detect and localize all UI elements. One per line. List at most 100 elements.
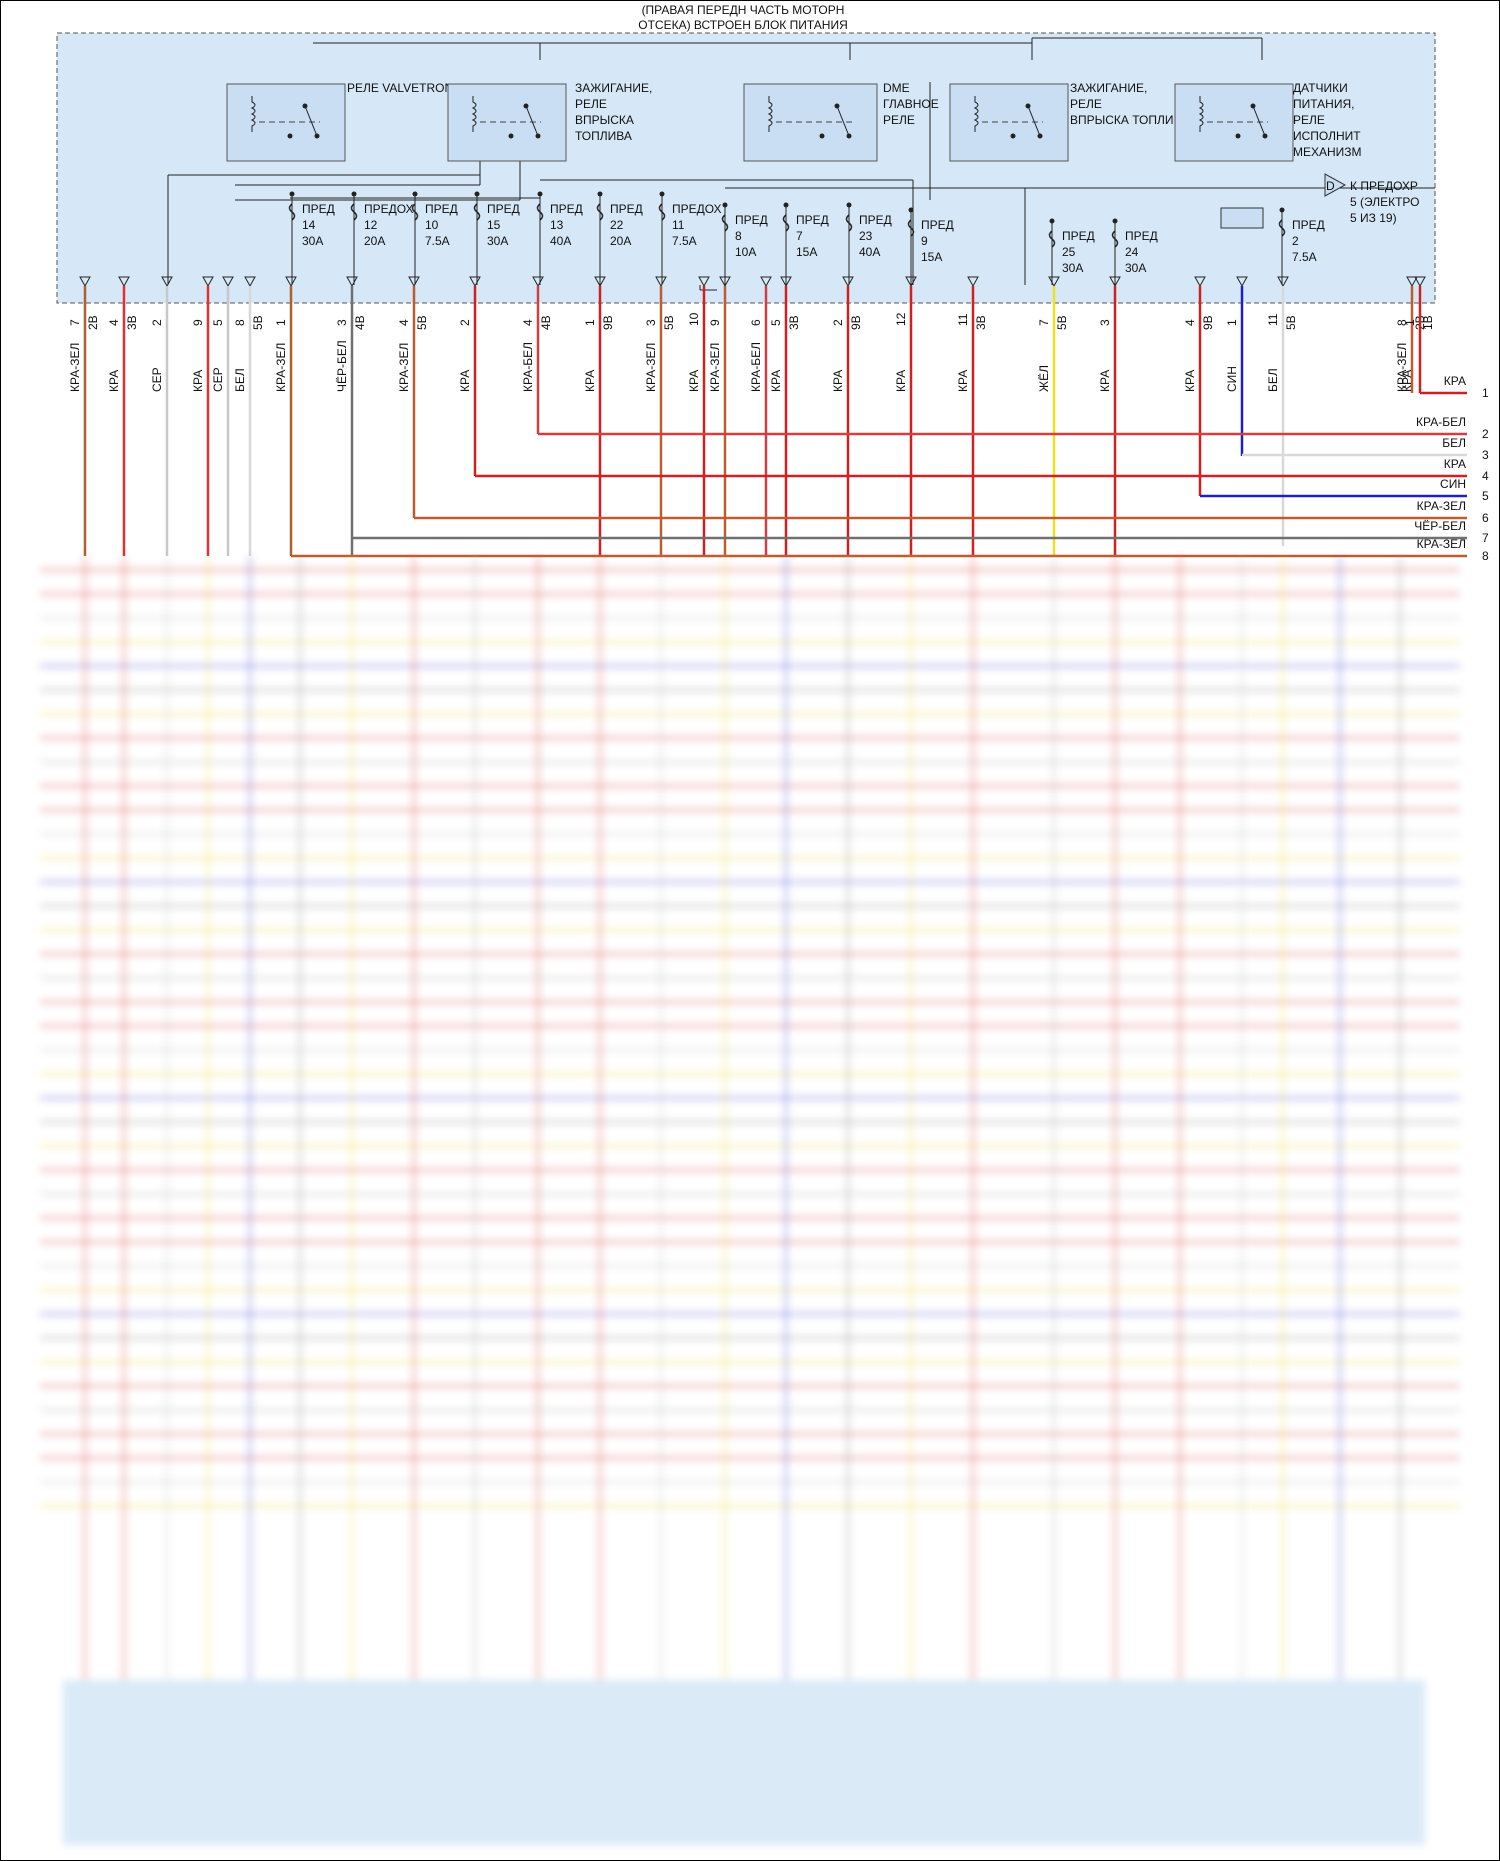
output-5: СИН 5 — [1200, 477, 1489, 503]
fuse-label: 24 — [1125, 245, 1139, 259]
fuse-6: ПРЕД 22 20А — [596, 191, 643, 285]
relay-node — [1025, 103, 1031, 109]
pin-connector: 3В — [974, 315, 988, 330]
wire-color-label: КРА — [107, 370, 121, 392]
relay-box — [949, 83, 1069, 162]
pin-connector-icon — [79, 276, 91, 288]
wire-color-label: КРА — [1183, 370, 1197, 392]
fuse-label: 22 — [610, 218, 624, 232]
wire-color-label: КРА-ЗЕЛ — [644, 343, 658, 392]
fuse-icon — [782, 214, 790, 232]
fuse-label: ПРЕД — [1292, 218, 1325, 232]
fuse-label: ПРЕД — [610, 202, 643, 216]
header-line-2: ОТСЕКА) ВСТРОЕН БЛОК ПИТАНИЯ — [638, 18, 848, 32]
output-2: КРА-БЕЛ 2 — [538, 415, 1489, 441]
pin-connector: 5В — [1055, 315, 1069, 330]
wire-color-label: КРА — [458, 370, 472, 392]
pin-number: 3 — [644, 319, 658, 326]
pin-6: 8 5В БЕЛ — [233, 276, 265, 556]
fuse-4: ПРЕД 15 30А — [473, 191, 520, 285]
output-wire-label: КРА — [1444, 374, 1466, 388]
wire-color-label: КРА-ЗЕЛ — [68, 343, 82, 392]
relay-label: ИСПОЛНИТ — [1293, 129, 1361, 143]
wire-color-label: КРА-ЗЕЛ — [274, 343, 288, 392]
pin-12: 1 9В КРА — [583, 276, 615, 556]
fuse-label: 14 — [302, 218, 316, 232]
pin-connector-icon — [967, 276, 979, 288]
fuse-label: 13 — [550, 218, 564, 232]
fuse-icon — [596, 203, 604, 221]
pin-number: 4 — [521, 319, 535, 326]
relay-node — [302, 103, 308, 109]
pin-connector: 5В — [415, 315, 429, 330]
relay-label: ЗАЖИГАНИЕ, — [575, 81, 652, 95]
pin-number: 5 — [769, 319, 783, 326]
pin-17: 5 3В КРА — [769, 276, 801, 556]
wire-color-label: КРА-ЗЕЛ — [397, 343, 411, 392]
fuse-label: 8 — [735, 229, 742, 243]
pin-20: 11 3В КРА — [956, 276, 988, 556]
fuse-icon — [1278, 219, 1286, 237]
fuse-node — [412, 191, 418, 197]
right-outputs: КРА 1 КРА-БЕЛ 2 БЕЛ 3 КРА 4 СИН 5 КРА-ЗЕЛ 6 ЧЁР-БЕЛ 7… — [291, 374, 1489, 563]
fuse-label: 10А — [735, 245, 756, 259]
fuse-label: 25 — [1062, 245, 1076, 259]
fuse-icon — [907, 219, 915, 237]
fuse-node — [537, 191, 543, 197]
fuse-10: ПРЕД 23 40А — [845, 202, 892, 285]
output-number: 5 — [1482, 489, 1489, 503]
fuse-label: 30А — [487, 234, 508, 248]
pin-connector-icon — [1236, 276, 1248, 288]
fuse-label: 23 — [859, 229, 873, 243]
fuse-label: ПРЕД — [302, 202, 335, 216]
relay-node — [1235, 133, 1241, 139]
relay-node — [508, 133, 514, 139]
fuse-label: ПРЕД — [487, 202, 520, 216]
pin-connector-icon — [905, 276, 917, 288]
relay-label: РЕЛЕ — [1070, 97, 1102, 111]
fuse-label: 7.5А — [425, 234, 450, 248]
fuse-label: ПРЕД — [1062, 229, 1095, 243]
relay-1: РЕЛЕ VALVETRONIC — [226, 81, 465, 162]
fuse-label: 40А — [859, 245, 880, 259]
relay-box — [226, 83, 346, 162]
pin-connector: 1В — [1421, 315, 1435, 330]
relay-label: МЕХАНИЗМ — [1293, 145, 1362, 159]
fuses: ПРЕД1430АПРЕДОХ1220АПРЕД107.5АПРЕД1530АП… — [288, 191, 1325, 285]
pin-number: 1 — [1403, 319, 1417, 326]
wire-color-label: КРА — [1098, 370, 1112, 392]
pin-connector-icon — [780, 276, 792, 288]
relay-label: ЗАЖИГАНИЕ, — [1070, 81, 1147, 95]
fuse-label: ПРЕД — [796, 213, 829, 227]
pin-connector-icon — [285, 276, 297, 288]
fuse-7: ПРЕДОХ 11 7.5А — [658, 191, 722, 285]
pin-5: 5 СЕР — [211, 276, 234, 556]
pin-10: 2 КРА — [458, 276, 481, 476]
pin-connector: 5В — [251, 315, 265, 330]
pin-connector-icon — [655, 276, 667, 288]
pin-18: 2 9В КРА — [831, 276, 863, 556]
fuse-label: 2 — [1292, 234, 1299, 248]
pin-24: 1 СИН — [1225, 276, 1248, 456]
output-ref: D К ПРЕДОХР 5 (ЭЛЕКТРО 5 ИЗ 19) — [1220, 173, 1420, 229]
pin-connector-icon — [1048, 276, 1060, 288]
relay-4: ЗАЖИГАНИЕ, РЕЛЕ ВПРЫСКА ТОПЛИВА 2 — [949, 81, 1199, 162]
fuse-label: ПРЕД — [1125, 229, 1158, 243]
fuse-label: ПРЕД — [425, 202, 458, 216]
fuse-icon — [658, 203, 666, 221]
fuse-label: 10 — [425, 218, 439, 232]
pin-connector-icon — [118, 276, 130, 288]
relay-contact-icon — [1252, 105, 1266, 137]
relay-node — [314, 133, 320, 139]
blurred-wires — [40, 556, 1460, 1680]
pin-number: 2 — [458, 319, 472, 326]
relay-label: РЕЛЕ — [883, 113, 915, 127]
pin-connector-icon — [161, 276, 173, 288]
fuse-label: ПРЕД — [735, 213, 768, 227]
fuse-icon — [350, 203, 358, 221]
pin-number: 9 — [708, 319, 722, 326]
pin-8: 3 4В ЧЁР-БЕЛ — [335, 276, 367, 556]
fuse-icon — [845, 214, 853, 232]
relays: РЕЛЕ VALVETRONIC ЗАЖИГАНИЕ, РЕЛЕ ВПРЫСКА ТОП… — [226, 81, 1362, 162]
relay-node — [834, 103, 840, 109]
